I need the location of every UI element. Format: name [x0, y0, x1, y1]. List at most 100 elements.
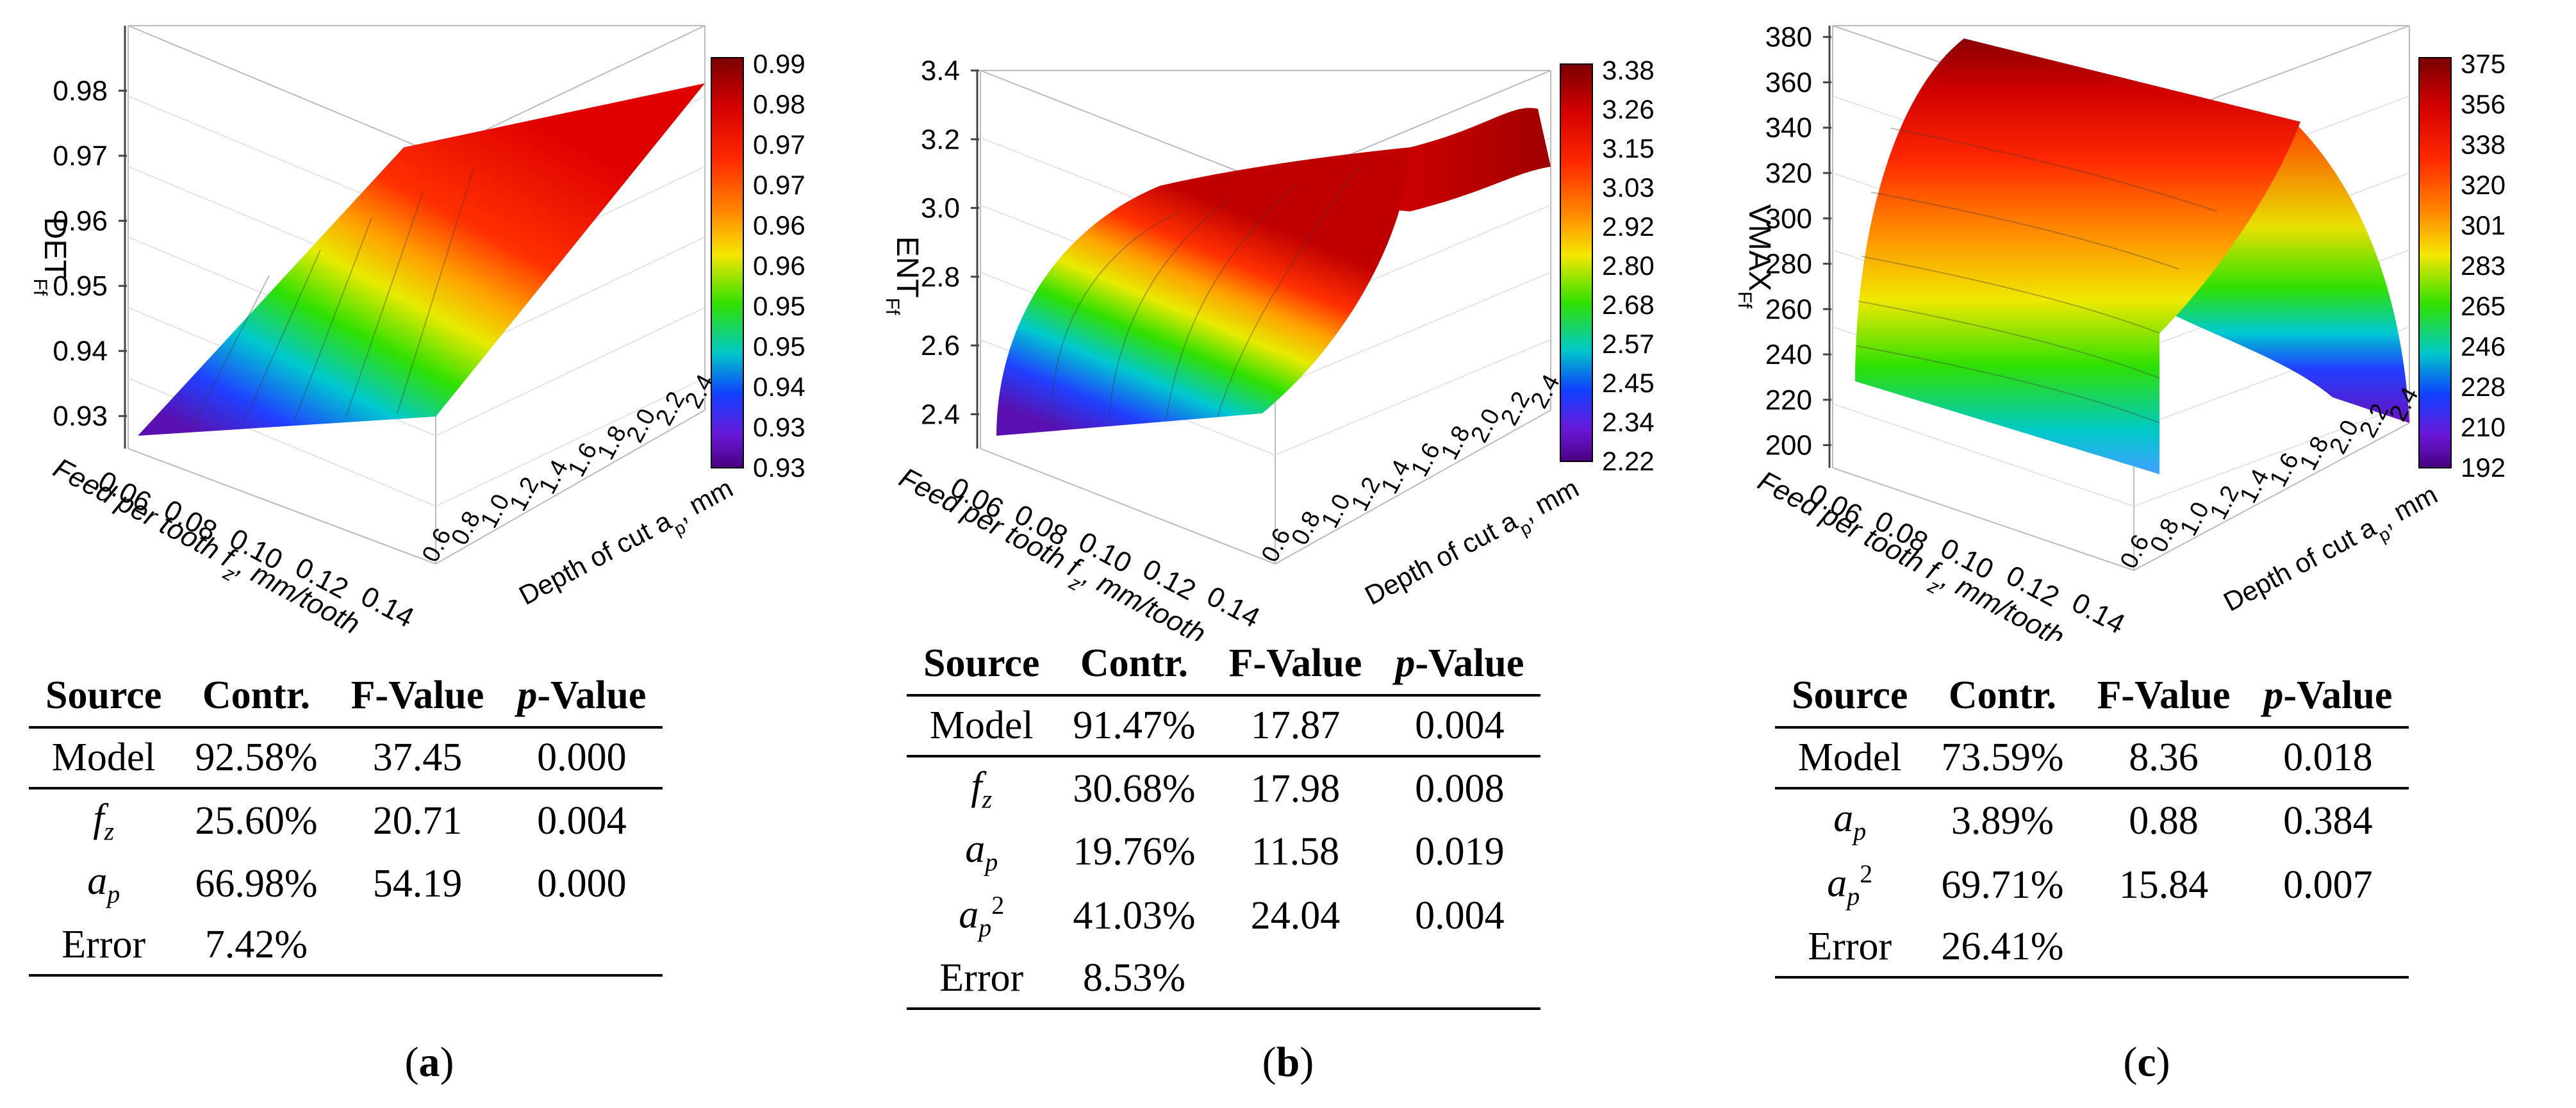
- colorbar-label: 0.93: [753, 412, 805, 442]
- table-row: ap 66.98% 54.19 0.000: [29, 852, 663, 915]
- cell-pvalue: 0.008: [1415, 766, 1505, 811]
- cell-fvalue: 20.71: [372, 798, 463, 843]
- colorbar-label: 0.93: [753, 452, 805, 483]
- header-contr: Contr.: [178, 666, 334, 729]
- z-tick-label: 280: [1765, 249, 1812, 280]
- table-row-model: Model 91.47% 17.87 0.004: [907, 695, 1541, 757]
- y-tick-labels-c: 0.60.81.01.21.41.61.82.02.22.4: [2115, 383, 2424, 573]
- cell-source: Model: [907, 695, 1057, 757]
- x-axis-title-b: Feed per tooth fz, mm/tooth: [890, 462, 1210, 641]
- cell-pvalue: 0.004: [1378, 695, 1541, 757]
- colorbar-label: 338: [2461, 129, 2506, 160]
- colorbar-label: 375: [2461, 49, 2506, 79]
- table-row-error: Error 7.42%: [29, 915, 663, 977]
- cell-contr: 26.41%: [1924, 918, 2081, 979]
- cell-source: fz: [971, 765, 993, 814]
- anova-table-a: Source Contr. F-Value p-Value Model 92.5…: [29, 666, 663, 977]
- colorbar-label: 265: [2461, 291, 2506, 321]
- cell-contr: 41.03%: [1073, 894, 1196, 938]
- surface-plot-c: 200 220 240 260 280 300 320 340 360 380 VMAXFf 0.…: [1717, 0, 2576, 641]
- x-tick-label: 0.14: [2067, 587, 2130, 640]
- colorbar-label: 0.97: [753, 170, 805, 200]
- cell-contr: 3.89%: [1951, 798, 2054, 843]
- cell-source: Error: [1775, 918, 1925, 979]
- cell-pvalue: 0.018: [2247, 727, 2409, 790]
- z-tick-label: 3.4: [921, 55, 960, 87]
- cell-pvalue: 0.007: [2283, 863, 2373, 907]
- cell-source: ap2: [1827, 859, 1873, 911]
- cell-source: Model: [29, 727, 179, 790]
- z-tick-labels-a: 0.93 0.94 0.95 0.96 0.97 0.98: [53, 76, 127, 432]
- table-row-model: Model 92.58% 37.45 0.000: [29, 727, 663, 790]
- surface-a: [138, 83, 705, 436]
- cell-contr: 91.47%: [1056, 695, 1212, 757]
- cell-fvalue: [2080, 918, 2247, 979]
- cell-contr: 19.76%: [1073, 830, 1196, 874]
- x-tick-labels-a: 0.060.080.100.120.14: [93, 465, 419, 634]
- cell-contr: 69.71%: [1941, 863, 2064, 907]
- panel-c: 200 220 240 260 280 300 320 340 360 380 VMAXFf 0.…: [1717, 0, 2576, 1108]
- cell-contr: 92.58%: [178, 727, 334, 790]
- cell-source: ap2: [959, 890, 1005, 942]
- cell-source: fz: [93, 797, 115, 846]
- cell-contr: 8.53%: [1056, 948, 1212, 1010]
- table-row: fz 25.60% 20.71 0.004: [29, 788, 663, 852]
- cell-fvalue: 11.58: [1251, 830, 1340, 874]
- colorbar-label: 3.26: [1602, 94, 1655, 124]
- z-tick-label: 3.0: [921, 193, 960, 224]
- colorbar-b: [1560, 63, 1593, 462]
- cell-source: ap: [1833, 797, 1867, 846]
- colorbar-label: 0.99: [753, 49, 805, 79]
- caption-c: (c): [2123, 1039, 2170, 1086]
- z-tick-label: 0.93: [53, 401, 108, 432]
- colorbar-label: 2.22: [1602, 446, 1655, 476]
- cell-pvalue: 0.000: [500, 727, 663, 790]
- cell-contr: 25.60%: [195, 798, 318, 843]
- table-row: fz 30.68% 17.98 0.008: [907, 756, 1540, 820]
- z-tick-label: 0.97: [53, 140, 108, 172]
- cell-fvalue: [1212, 948, 1379, 1010]
- surface-plot-b: 2.4 2.6 2.8 3.0 3.2 3.4 ENTFf 0.06 0.08 0.10 0.1…: [859, 0, 1717, 641]
- cell-fvalue: [334, 915, 501, 977]
- z-axis-title-b: ENTFf: [882, 236, 925, 315]
- x-axis-title-a: Feed per tooth fz, mm/tooth: [44, 452, 365, 641]
- z-tick-label: 0.96: [53, 206, 108, 237]
- z-tick-labels-b: 2.4 2.6 2.8 3.0 3.2 3.4: [921, 55, 979, 430]
- z-tick-label: 300: [1765, 203, 1812, 235]
- colorbar-labels-a: 0.99 0.98 0.97 0.97 0.96 0.96 0.95 0.95 0.94 0.93…: [753, 49, 805, 483]
- table-row: ap2 41.03% 24.04 0.004: [907, 884, 1540, 949]
- cell-pvalue: [500, 915, 663, 977]
- colorbar-label: 3.15: [1602, 133, 1655, 163]
- z-tick-labels-c: 200 220 240 260 280 300 320 340 360 380: [1765, 22, 1831, 461]
- cell-fvalue: 0.88: [2129, 798, 2199, 843]
- table-row: ap 3.89% 0.88 0.384: [1775, 788, 2409, 852]
- header-pvalue: p-Value: [500, 666, 663, 729]
- x-axis-title-c: Feed per tooth fz, mm/tooth: [1749, 465, 2069, 641]
- colorbar-label: 3.38: [1602, 55, 1655, 85]
- x-tick-labels-c: 0.060.080.100.120.14: [1804, 478, 2130, 640]
- colorbar-label: 246: [2461, 331, 2506, 361]
- colorbar-label: 0.98: [753, 89, 805, 119]
- contour-lines-a: [192, 166, 475, 427]
- colorbar-label: 0.97: [753, 129, 805, 160]
- colorbar-a: [711, 57, 744, 468]
- cell-pvalue: [1378, 948, 1541, 1010]
- cell-contr: 73.59%: [1924, 727, 2081, 790]
- x-tick-label: 0.14: [356, 581, 419, 634]
- surface-plot-a: 0.93 0.94 0.95 0.96 0.97 0.98 DETFf 0.06 0.08 0…: [0, 0, 859, 641]
- header-source: Source: [29, 666, 179, 729]
- z-tick-label: 200: [1765, 430, 1812, 461]
- cell-pvalue: 0.004: [1415, 894, 1505, 938]
- cell-source: Error: [907, 948, 1057, 1010]
- colorbar-c: [2418, 57, 2452, 468]
- colorbar-label: 228: [2461, 372, 2506, 402]
- z-tick-label: 3.2: [921, 124, 960, 155]
- colorbar-label: 2.45: [1602, 368, 1655, 398]
- colorbar-label: 2.92: [1602, 211, 1655, 242]
- colorbar-label: 3.03: [1602, 172, 1655, 203]
- z-tick-label: 0.98: [53, 76, 108, 107]
- cell-source: ap: [87, 859, 120, 909]
- cell-pvalue: 0.004: [537, 798, 627, 843]
- cell-pvalue: 0.384: [2283, 798, 2373, 843]
- cell-pvalue: [2247, 918, 2409, 979]
